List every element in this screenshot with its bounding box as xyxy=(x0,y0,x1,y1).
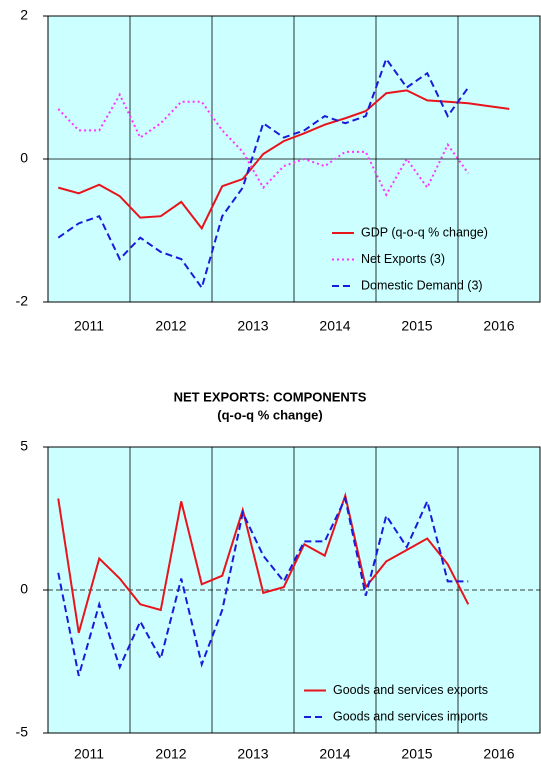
legend-label: Net Exports (3) xyxy=(361,252,445,266)
x-tick-label: 2012 xyxy=(155,746,186,762)
y-tick-label: 0 xyxy=(20,581,28,597)
x-tick-label: 2016 xyxy=(483,318,514,334)
y-tick-label: -5 xyxy=(16,724,29,740)
series-line xyxy=(57,89,510,231)
x-tick-label: 2015 xyxy=(401,746,432,762)
plot-frame xyxy=(47,446,541,734)
x-tick-label: 2012 xyxy=(155,318,186,334)
series-line xyxy=(57,56,470,290)
x-tick-label: 2011 xyxy=(74,318,104,334)
y-tick-label: 0 xyxy=(20,150,28,166)
x-tick-label: 2015 xyxy=(401,318,432,334)
x-tick-label: 2013 xyxy=(237,318,268,334)
x-tick-label: 2014 xyxy=(319,318,350,334)
legend-label: Goods and services imports xyxy=(333,709,488,723)
y-tick-label: 2 xyxy=(20,7,28,23)
x-tick-label: 2014 xyxy=(319,746,350,762)
x-tick-label: 2013 xyxy=(237,746,268,762)
chart-title: NET EXPORTS: COMPONENTS xyxy=(174,389,367,404)
chart-subtitle: (q-o-q % change) xyxy=(217,407,322,422)
y-tick-label: -2 xyxy=(16,293,29,309)
series-line xyxy=(57,491,470,634)
plot-frame xyxy=(47,15,541,303)
series-line xyxy=(57,92,470,197)
x-tick-label: 2016 xyxy=(483,746,514,762)
x-tick-label: 2011 xyxy=(74,746,104,762)
series-line xyxy=(57,495,469,677)
y-tick-label: 5 xyxy=(20,438,28,454)
legend-label: GDP (q-o-q % change) xyxy=(361,225,488,239)
legend-label: Domestic Demand (3) xyxy=(361,278,483,292)
legend-label: Goods and services exports xyxy=(333,683,488,697)
